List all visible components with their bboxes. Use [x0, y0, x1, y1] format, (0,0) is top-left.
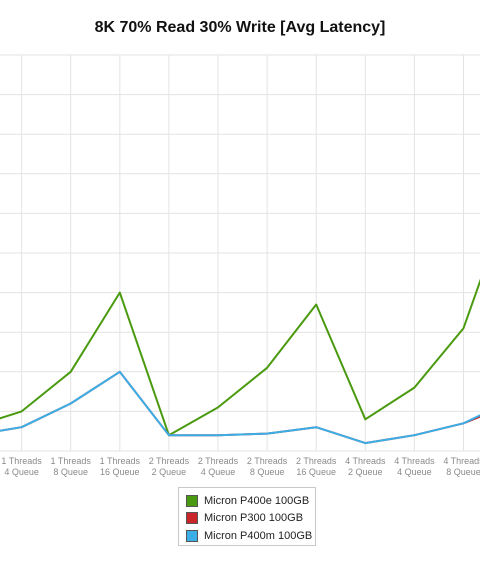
x-tick-label: 4 Threads 8 Queue [443, 456, 480, 477]
x-tick-label: 2 Threads 4 Queue [198, 456, 239, 477]
x-tick-label-line: 1 Threads [1, 456, 42, 466]
legend-item-p300[interactable]: Micron P300 100GB [179, 510, 315, 528]
legend-swatch-p400e [186, 494, 198, 507]
x-tick-label-line: 2 Queue [348, 467, 383, 477]
x-tick-label-line: 16 Queue [100, 467, 140, 477]
legend-item-p400m[interactable]: Micron P400m 100GB [179, 527, 315, 545]
series-lines [0, 278, 480, 445]
legend: Micron P400e 100GB Micron P300 100GB Mic… [178, 487, 316, 546]
chart-title: 8K 70% Read 30% Write [Avg Latency] [94, 19, 386, 36]
x-tick-label: 1 Threads 16 Queue [100, 456, 141, 477]
x-tick-label: 2 Threads 16 Queue [296, 456, 337, 477]
x-tick-label-line: 2 Threads [296, 456, 337, 466]
legend-label: Micron P400e 100GB [204, 494, 310, 507]
legend-item-p400e[interactable]: Micron P400e 100GB [179, 492, 315, 510]
x-tick-label-line: 1 Threads [51, 456, 92, 466]
x-tick-label-line: 2 Threads [198, 456, 239, 466]
x-tick-label: 2 Threads 8 Queue [247, 456, 288, 477]
legend-swatch-p400m [186, 529, 198, 542]
series-line-0 [0, 278, 480, 437]
x-tick-label-line: 8 Queue [446, 467, 480, 477]
legend-label: Micron P300 100GB [204, 512, 304, 525]
x-tick-label-line: 1 Threads [100, 456, 141, 466]
legend-label: Micron P400m 100GB [204, 529, 313, 542]
x-tick-label-line: 4 Threads [394, 456, 435, 466]
x-tick-label-line: 2 Threads [247, 456, 288, 466]
x-tick-label: 1 Threads 4 Queue [1, 456, 42, 477]
x-tick-label-line: 2 Threads [149, 456, 190, 466]
x-tick-label-line: 8 Queue [250, 467, 285, 477]
x-tick-label-line: 4 Queue [397, 467, 432, 477]
x-tick-label-line: 4 Queue [201, 467, 236, 477]
legend-swatch-p300 [186, 512, 198, 525]
series-line-2 [0, 370, 480, 445]
x-tick-label-line: 2 Queue [152, 467, 187, 477]
x-tick-label: 4 Threads 2 Queue [345, 456, 386, 477]
x-tick-label-line: 4 Queue [4, 467, 39, 477]
x-tick-label-line: 4 Threads [443, 456, 480, 466]
grid-lines [0, 54, 480, 452]
x-tick-label-line: 16 Queue [296, 467, 336, 477]
x-tick-label: 4 Threads 4 Queue [394, 456, 435, 477]
x-tick-label: 1 Threads 8 Queue [51, 456, 92, 477]
x-tick-label-line: 4 Threads [345, 456, 386, 466]
x-tick-label-line: 8 Queue [53, 467, 88, 477]
x-tick-label: 2 Threads 2 Queue [149, 456, 190, 477]
